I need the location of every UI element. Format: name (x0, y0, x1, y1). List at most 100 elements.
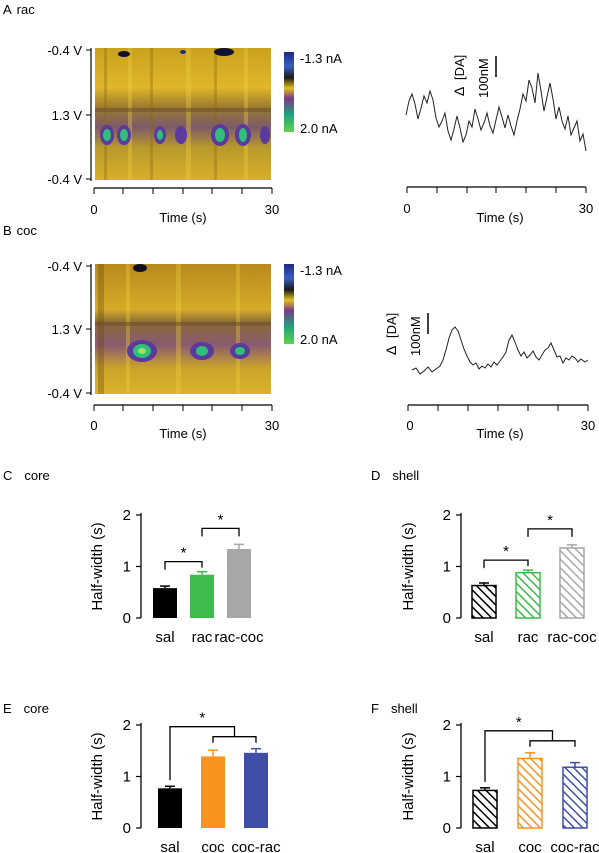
heatmap-a-dark-spots (118, 48, 234, 57)
significance-bracket-e-outer (169, 726, 236, 781)
significance-star-d: * (503, 543, 509, 560)
trace-b-scale-bar: Δ [DA] 100nM (383, 313, 429, 356)
heatmap-b-dark-spot (133, 264, 147, 272)
bar-chart-d: 0 1 2 Half-width (s) sal rac rac-coc * * (400, 507, 597, 646)
bar-chart-f-ytick-label: 0 (443, 820, 451, 837)
trace-b-xticks (407, 405, 589, 411)
trace-b-scale-label: [DA] (384, 313, 399, 338)
significance-bracket-d (527, 528, 573, 537)
bar-chart-f-ytick-label: 1 (443, 769, 451, 786)
bar-chart-c: 0 1 2 Half-width (s) sal rac rac-coc * * (89, 507, 264, 646)
bar-chart-d-ytick-label: 2 (443, 507, 451, 524)
trace-b-xtick-0: 0 (406, 418, 413, 433)
colorbar-a-top-label: -1.3 nA (300, 51, 342, 66)
significance-bracket-f-outer (484, 730, 554, 782)
colorbar-a (284, 52, 294, 132)
colorbar-b-top-label: -1.3 nA (300, 263, 342, 278)
bar-chart-f: 0 1 2 Half-width (s) sal coc coc-rac * (400, 714, 599, 853)
bar-chart-f-category-label: sal (475, 839, 494, 853)
bar-chart-d-ytick-label: 1 (443, 559, 451, 576)
bar-chart-d-category-label: rac-coc (547, 629, 597, 646)
bar-chart-e-ytick-label: 2 (123, 717, 131, 734)
trace-a-scale-bar: Δ [DA] 100nM (451, 55, 497, 98)
bar-chart-e-ylabel: Half-width (s) (89, 732, 106, 820)
heatmap-b-ytick-bottom: -0.4 V (47, 386, 82, 401)
bar-chart-c-category-label: rac (192, 629, 213, 646)
significance-star-c: * (218, 511, 224, 528)
bar-chart-e-category-label: coc-rac (231, 839, 281, 853)
bar-d-sal (471, 584, 497, 619)
bar-c-rac (190, 574, 214, 618)
bar-chart-f-ylabel: Half-width (s) (400, 732, 417, 820)
bar-chart-e-ytick-label: 1 (123, 769, 131, 786)
heatmap-a-ytick-mid: 1.3 V (52, 108, 83, 123)
trace-b-scale-value: 100nM (408, 316, 423, 356)
heatmap-b-release-events (127, 340, 250, 362)
bar-e-coc (201, 756, 225, 828)
bar-chart-c-ytick-label: 2 (123, 507, 131, 524)
bar-chart-e-category-label: sal (160, 839, 179, 853)
trace-a-xtick-30: 30 (579, 201, 593, 216)
trace-b-xlabel: Time (s) (476, 426, 523, 441)
trace-a-scale-label: [DA] (452, 55, 467, 80)
significance-bracket-f-inner (529, 740, 576, 747)
heatmap-a-image (95, 48, 271, 180)
significance-bracket-e-inner (212, 736, 257, 743)
significance-bracket-c (201, 527, 240, 537)
bar-chart-c-category-label: sal (155, 629, 174, 646)
heatmap-a-xlabel: Time (s) (159, 210, 206, 225)
trace-a-line (405, 72, 587, 152)
heatmap-b-image (95, 264, 271, 394)
heatmap-a-streaks (104, 48, 248, 180)
bar-chart-d-ylabel: Half-width (s) (400, 522, 417, 610)
bar-chart-e: 0 1 2 Half-width (s) sal coc coc-rac * (89, 710, 281, 853)
heatmap-a-xtick-0: 0 (90, 202, 97, 217)
bar-d-rac-coc (559, 547, 585, 619)
bar-chart-d-category-label: sal (474, 629, 493, 646)
bar-chart-c-ylabel: Half-width (s) (89, 522, 106, 610)
trace-a-scale-value: 100nM (476, 58, 491, 98)
bar-chart-c-category-label: rac-coc (214, 629, 264, 646)
significance-star-c: * (181, 545, 187, 562)
bar-chart-d-ytick-label: 0 (443, 610, 451, 627)
heatmap-a-ytick-bottom: -0.4 V (47, 172, 82, 187)
heatmap-b-ytick-top: -0.4 V (47, 259, 82, 274)
bar-f-sal (472, 789, 498, 829)
heatmap-a-release-events (100, 124, 270, 146)
heatmap-b-xtick-0: 0 (90, 418, 97, 433)
bar-c-sal (153, 588, 177, 618)
bar-f-coc-rac (562, 766, 588, 829)
trace-b: 0 30 Time (s) Δ [DA] 100nM (383, 313, 595, 441)
trace-b-xtick-30: 30 (581, 418, 595, 433)
bar-chart-d-category-label: rac (518, 629, 539, 646)
significance-star-f: * (516, 714, 522, 731)
significance-star-e: * (199, 710, 205, 727)
heatmap-b-ytick-mid: 1.3 V (52, 322, 83, 337)
significance-bracket-c (164, 561, 203, 570)
heatmap-a-ytick-top: -0.4 V (47, 43, 82, 58)
bar-chart-f-ytick-label: 2 (443, 717, 451, 734)
trace-b-scale-symbol: Δ (383, 346, 399, 355)
colorbar-b-bottom-label: 2.0 nA (300, 332, 338, 347)
bar-chart-c-ytick-label: 0 (123, 610, 131, 627)
heatmap-b: -0.4 V 1.3 V -0.4 V 0 30 Time (s) -1.3 n… (47, 259, 342, 441)
trace-a-xlabel: Time (s) (476, 210, 523, 225)
colorbar-a-bottom-label: 2.0 nA (300, 121, 338, 136)
bar-f-coc (517, 757, 543, 829)
bar-chart-f-category-label: coc (518, 839, 542, 853)
bar-chart-e-ytick-label: 0 (123, 820, 131, 837)
bar-e-sal (158, 788, 182, 828)
heatmap-b-xticks (93, 405, 273, 411)
bar-chart-e-category-label: coc (201, 839, 225, 853)
trace-a-scale-symbol: Δ (451, 87, 467, 96)
bar-d-rac (515, 571, 541, 619)
heatmap-a: -0.4 V 1.3 V -0.4 V 0 30 Time (s) -1.3 n… (47, 43, 342, 225)
